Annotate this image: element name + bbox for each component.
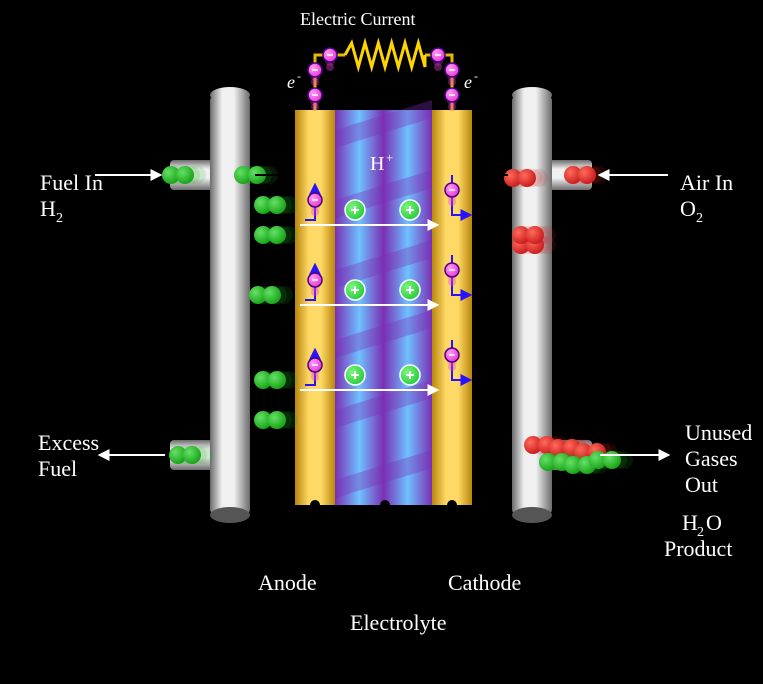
svg-text:2: 2 <box>56 211 63 226</box>
svg-text:O: O <box>680 196 696 221</box>
h2-molecule <box>162 166 206 184</box>
o2-molecule <box>512 226 556 244</box>
h2o-molecule <box>589 451 633 469</box>
svg-text:Air In: Air In <box>680 170 733 195</box>
svg-text:Fuel: Fuel <box>38 456 77 481</box>
h2-molecule <box>254 371 298 389</box>
svg-text:Fuel In: Fuel In <box>40 170 103 195</box>
label: Fuel InH2 <box>40 170 103 226</box>
resistor-icon <box>345 43 425 67</box>
svg-text:Unused: Unused <box>685 420 752 445</box>
fuel-cell-diagram: e-e-Electric CurrentH+Fuel InH2Air InO2E… <box>0 0 763 684</box>
svg-text:Anode: Anode <box>258 570 317 595</box>
svg-text:Product: Product <box>664 536 732 561</box>
svg-text:H: H <box>370 153 384 175</box>
svg-text:Electrolyte: Electrolyte <box>350 610 447 635</box>
svg-text:2: 2 <box>696 211 703 226</box>
svg-text:+: + <box>386 150 393 165</box>
svg-text:H: H <box>682 510 698 535</box>
anode <box>295 110 335 505</box>
svg-text:Out: Out <box>685 472 718 497</box>
h2-molecule <box>254 226 298 244</box>
svg-text:e: e <box>287 72 295 92</box>
cathode <box>432 110 472 505</box>
h2-molecule <box>254 196 298 214</box>
svg-text:Excess: Excess <box>38 430 99 455</box>
svg-text:O: O <box>706 510 722 535</box>
h2-molecule <box>169 446 213 464</box>
h2-molecule <box>254 411 298 429</box>
svg-text:-: - <box>297 69 301 83</box>
o2-molecule <box>504 169 548 187</box>
svg-text:Cathode: Cathode <box>448 570 521 595</box>
svg-text:H: H <box>40 196 56 221</box>
svg-text:-: - <box>474 69 478 83</box>
h2-molecule <box>249 286 293 304</box>
svg-text:Gases: Gases <box>685 446 738 471</box>
svg-text:Electric Current: Electric Current <box>300 9 415 29</box>
pipe <box>210 95 250 515</box>
svg-text:e: e <box>464 72 472 92</box>
